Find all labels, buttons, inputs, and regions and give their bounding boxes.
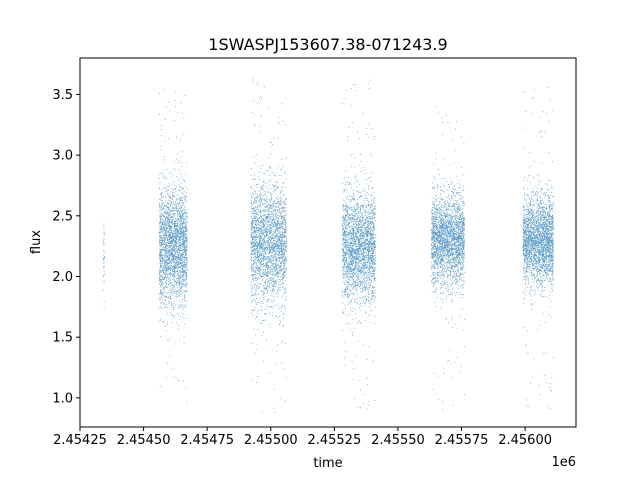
x-tick-label: 2.45500 (244, 433, 298, 448)
x-axis-offset-label: 1e6 (551, 455, 576, 470)
chart-title: 1SWASPJ153607.38-071243.9 (208, 35, 447, 54)
x-tick-label: 2.45525 (307, 433, 361, 448)
season-points (102, 219, 105, 309)
scatter-points (102, 78, 554, 413)
season-points (522, 87, 554, 409)
season-points (250, 78, 287, 413)
season-points (342, 79, 376, 410)
plot-frame (79, 57, 577, 428)
x-tick-label: 2.45600 (498, 433, 552, 448)
y-tick-label: 2.5 (52, 209, 73, 224)
y-tick-label: 3.0 (52, 149, 73, 164)
season-points (431, 106, 465, 411)
y-axis-ticks: 1.0 1.5 2.0 2.5 3.0 3.5 (52, 88, 80, 406)
y-tick-label: 1.5 (52, 331, 73, 346)
x-tick-label: 2.45425 (53, 433, 107, 448)
x-tick-label: 2.45575 (435, 433, 489, 448)
y-tick-label: 2.0 (52, 270, 73, 285)
x-tick-label: 2.45550 (371, 433, 425, 448)
y-tick-label: 3.5 (52, 88, 73, 103)
season-points (158, 89, 188, 403)
y-axis-label: flux (29, 230, 44, 254)
x-axis-ticks: 2.45425 2.45450 2.45475 2.45500 2.45525 2.455… (53, 427, 552, 448)
x-axis-label: time (313, 456, 342, 471)
x-tick-label: 2.45450 (117, 433, 171, 448)
x-tick-label: 2.45475 (180, 433, 234, 448)
y-tick-label: 1.0 (52, 391, 73, 406)
